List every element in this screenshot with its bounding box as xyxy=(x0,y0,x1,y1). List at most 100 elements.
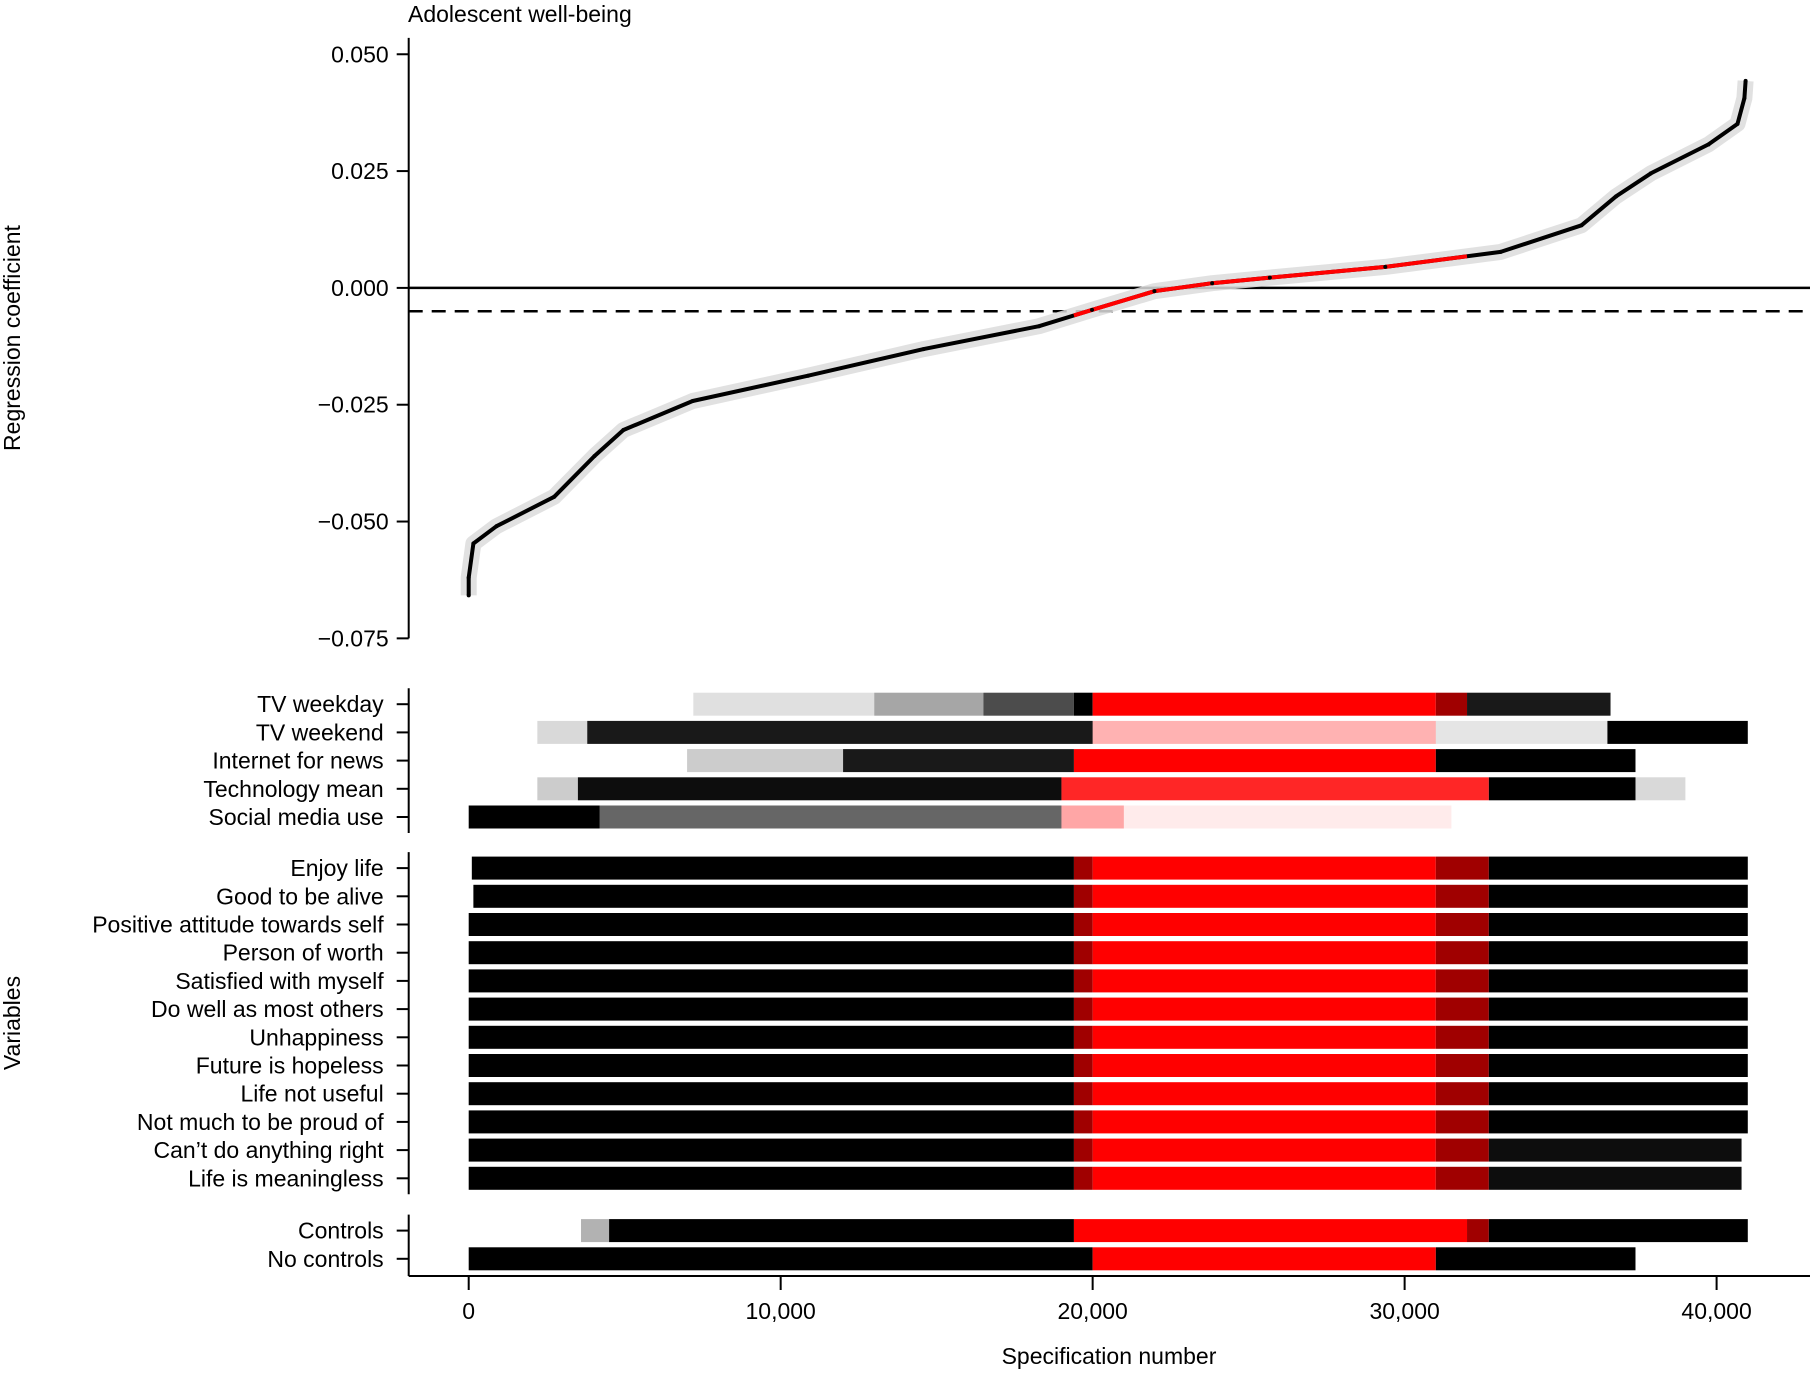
specification-band xyxy=(1435,749,1636,773)
specification-band xyxy=(1488,1054,1748,1077)
specification-band xyxy=(1435,1025,1489,1049)
specification-band xyxy=(1488,1025,1748,1049)
specification-band xyxy=(1488,969,1748,993)
y-tick-label: 0.000 xyxy=(331,275,389,301)
specification-band xyxy=(1435,997,1489,1021)
x-tick-label: 20,000 xyxy=(1057,1298,1127,1324)
variable-label: No controls xyxy=(267,1246,383,1272)
specification-band xyxy=(1092,913,1436,936)
x-tick-label: 30,000 xyxy=(1369,1298,1439,1324)
specification-band xyxy=(468,805,600,829)
nonsignificant-curve-segment xyxy=(1073,254,1468,318)
specification-band xyxy=(1061,805,1124,829)
specification-band xyxy=(468,941,1074,965)
variable-label: Do well as most others xyxy=(151,996,384,1022)
curve-point xyxy=(1579,223,1584,228)
curve-point xyxy=(621,427,626,432)
variable-label: Life not useful xyxy=(240,1081,383,1107)
specification-band xyxy=(473,884,1074,908)
specification-band xyxy=(1073,692,1093,716)
specification-band xyxy=(693,692,875,716)
specification-band xyxy=(874,692,984,716)
curve-point xyxy=(1210,281,1215,286)
specification-band xyxy=(1092,1025,1436,1049)
specification-band xyxy=(1488,1110,1748,1134)
curve-point xyxy=(466,575,471,580)
curve-point xyxy=(1648,171,1653,176)
specification-band xyxy=(1488,1219,1748,1243)
specification-band xyxy=(599,805,1062,829)
specification-band xyxy=(1092,856,1436,880)
x-axis-label: Specification number xyxy=(1002,1343,1217,1369)
specification-band xyxy=(1073,1025,1093,1049)
specification-band xyxy=(1488,941,1748,965)
variable-label: Unhappiness xyxy=(249,1024,383,1050)
variable-label: Social media use xyxy=(209,804,384,830)
specification-band xyxy=(1073,969,1093,993)
specification-band xyxy=(468,1054,1074,1077)
specification-band xyxy=(468,1025,1074,1049)
specification-band xyxy=(468,1166,1074,1190)
variable-label: Future is hopeless xyxy=(196,1053,384,1079)
specification-band xyxy=(1073,913,1093,936)
specification-band xyxy=(1073,1219,1468,1243)
specification-band xyxy=(609,1219,1074,1243)
curve-point xyxy=(592,454,597,459)
specification-band xyxy=(1073,1166,1093,1190)
y-tick-label: 0.025 xyxy=(331,158,389,184)
variable-label: Controls xyxy=(298,1218,384,1244)
specification-band xyxy=(1092,1138,1436,1162)
curve-point xyxy=(806,373,811,378)
variable-label: TV weekend xyxy=(256,719,384,745)
x-tick-label: 10,000 xyxy=(745,1298,815,1324)
specification-band xyxy=(468,1138,1074,1162)
variable-label: Good to be alive xyxy=(216,883,384,909)
coefficient-curve xyxy=(466,80,1748,596)
specification-band xyxy=(687,749,844,773)
specification-band xyxy=(1435,720,1608,744)
specification-band xyxy=(1092,1082,1436,1106)
curve-point xyxy=(1267,275,1272,280)
specification-band xyxy=(1435,1110,1489,1134)
curve-point xyxy=(471,541,476,546)
specification-band xyxy=(1435,941,1489,965)
specification-band xyxy=(1073,856,1093,880)
specification-band xyxy=(1435,1054,1489,1077)
specification-band xyxy=(577,777,1062,801)
curve-point xyxy=(466,593,471,598)
specification-band xyxy=(1073,1110,1093,1134)
curve-point xyxy=(1090,307,1095,312)
curve-point xyxy=(1152,289,1157,294)
variable-label: Life is meaningless xyxy=(188,1165,384,1191)
specification-band xyxy=(1488,777,1636,801)
specification-band xyxy=(1435,856,1489,880)
specification-band xyxy=(1635,777,1686,801)
specification-band xyxy=(1092,1110,1436,1134)
curve-point xyxy=(1742,96,1747,101)
y-tick-label: −0.075 xyxy=(318,625,389,651)
specification-band xyxy=(468,1247,1093,1271)
specification-band xyxy=(537,720,588,744)
specification-band xyxy=(1488,1082,1748,1106)
curve-point xyxy=(494,524,499,529)
variable-label: Enjoy life xyxy=(290,855,383,881)
curve-point xyxy=(1743,78,1748,83)
specification-band xyxy=(587,720,1093,744)
curve-point xyxy=(1735,121,1740,126)
chart-title: Adolescent well-being xyxy=(408,1,632,27)
x-tick-label: 0 xyxy=(462,1298,475,1324)
specification-band xyxy=(843,749,1074,773)
specification-band xyxy=(1073,1138,1093,1162)
specification-band xyxy=(1073,749,1436,773)
specification-band xyxy=(468,1110,1074,1134)
specification-band xyxy=(1435,884,1489,908)
specification-band xyxy=(1607,720,1748,744)
specification-band xyxy=(1073,997,1093,1021)
curve-point xyxy=(1614,194,1619,199)
specification-band xyxy=(468,913,1074,936)
variable-label: Internet for news xyxy=(212,748,383,774)
specification-band xyxy=(1488,1166,1742,1190)
specification-band xyxy=(1092,1166,1436,1190)
curve-point xyxy=(552,494,557,499)
specification-band xyxy=(468,1082,1074,1106)
